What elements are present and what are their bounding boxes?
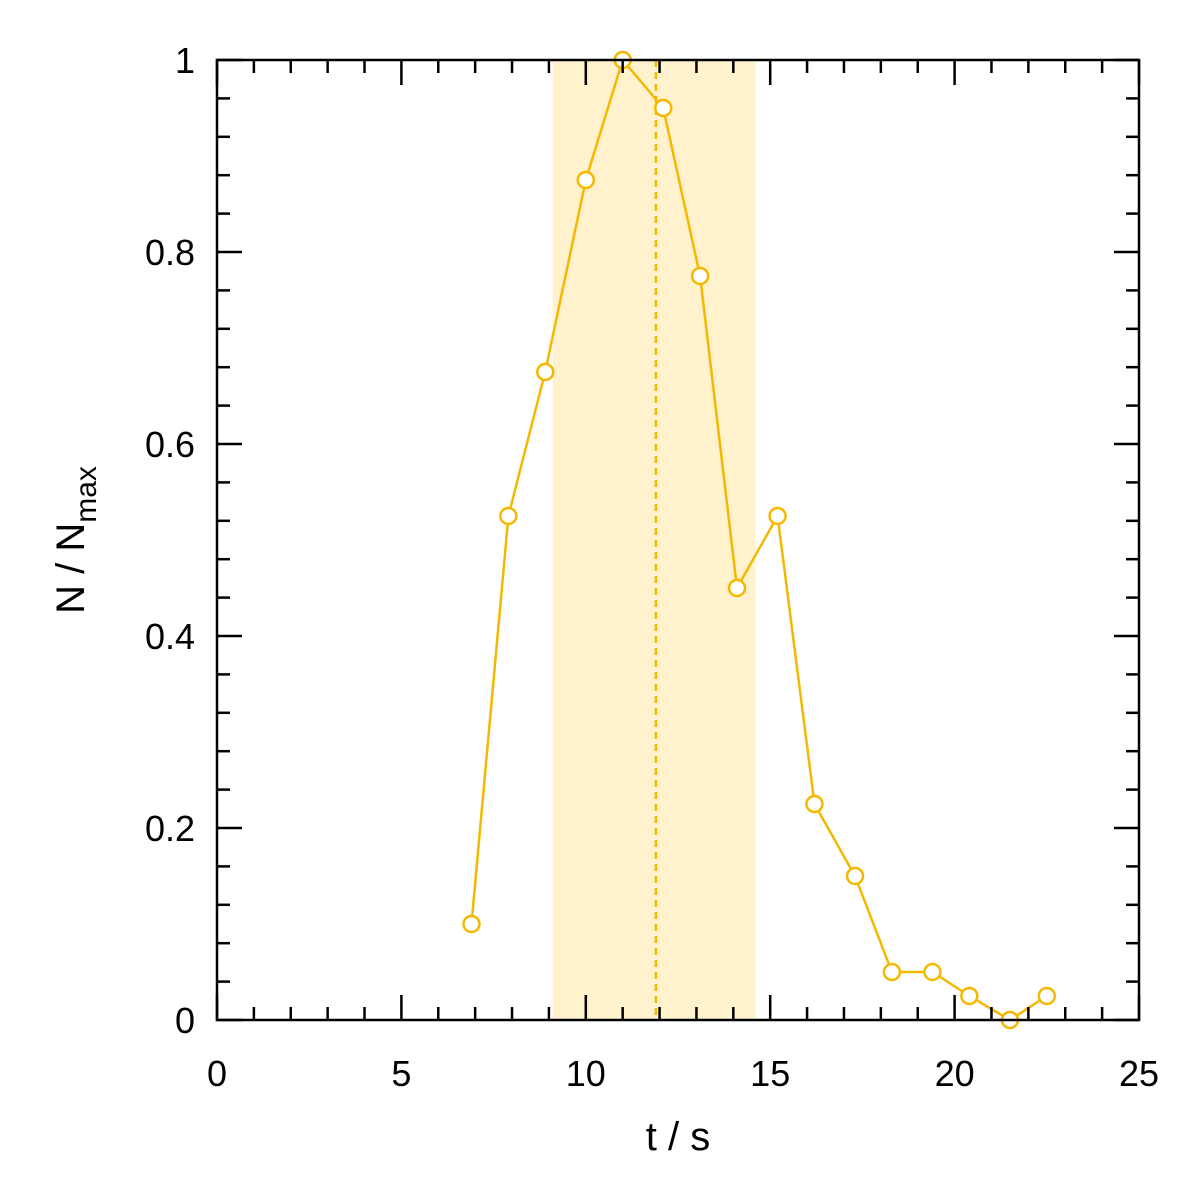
data-point [768, 506, 787, 526]
y-tick-label: 0.6 [145, 424, 195, 465]
x-tick-label: 10 [566, 1053, 606, 1094]
shaded-region [552, 60, 756, 1020]
data-point [535, 362, 555, 382]
data-point [845, 866, 865, 886]
x-tick-label: 20 [935, 1053, 975, 1094]
data-point [882, 962, 902, 982]
y-tick-label: 0 [175, 1000, 195, 1041]
plot-frame [215, 58, 1141, 1022]
y-tick-label: 0.4 [145, 616, 195, 657]
x-tick-label: 5 [391, 1053, 411, 1094]
y-axis-title-main: N / N [49, 523, 93, 614]
data-point [727, 578, 747, 598]
y-tick-label: 0.8 [145, 232, 195, 273]
x-tick-label: 15 [750, 1053, 790, 1094]
data-point [653, 98, 673, 118]
data-point [690, 266, 710, 286]
series-line-0 [470, 57, 1048, 1022]
data-point [923, 962, 942, 982]
y-axis-title-subscript: max [70, 466, 103, 523]
data-point [960, 986, 979, 1006]
data-point [576, 170, 596, 190]
y-axis-title: N / Nmax [49, 466, 103, 614]
x-tick-label: 25 [1119, 1053, 1159, 1094]
data-point [462, 914, 481, 934]
data-point [805, 794, 824, 814]
data-point [1037, 986, 1057, 1006]
x-tick-label: 0 [207, 1053, 227, 1094]
y-tick-label: 1 [175, 40, 195, 81]
data-point [499, 506, 518, 526]
x-axis-title: t / s [646, 1115, 710, 1159]
y-tick-label: 0.2 [145, 808, 195, 849]
